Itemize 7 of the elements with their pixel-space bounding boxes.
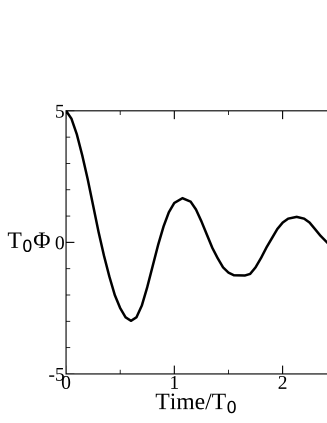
y-tick-label: 5	[56, 104, 64, 118]
x-tick-label: 2	[278, 376, 286, 389]
x-tick-label: 1	[171, 376, 178, 389]
x-axis-title: Time/T$_{0}$	[156, 394, 236, 414]
y-tick-label: 0	[56, 236, 64, 250]
y-tick-label: -5	[49, 368, 64, 381]
y-axis-title: T$_{0}$Φ	[8, 232, 50, 252]
